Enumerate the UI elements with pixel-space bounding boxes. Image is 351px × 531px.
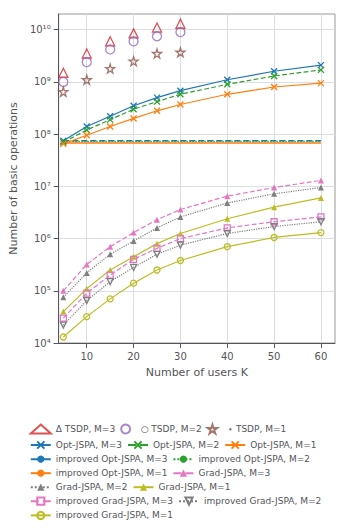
svg-text:Grad-JSPA, M=1: Grad-JSPA, M=1 (159, 482, 231, 492)
svg-text:10⁵: 10⁵ (34, 285, 51, 296)
svg-text:40: 40 (221, 351, 234, 362)
svg-text:improved Grad-JSPA, M=2: improved Grad-JSPA, M=2 (204, 496, 321, 506)
svg-text:Number of basic operations: Number of basic operations (7, 102, 20, 255)
svg-text:improved Opt-JSPA, M=3: improved Opt-JSPA, M=3 (56, 454, 168, 464)
svg-text:Opt-JSPA, M=2: Opt-JSPA, M=2 (153, 440, 219, 450)
svg-text:Grad-JSPA, M=2: Grad-JSPA, M=2 (56, 482, 128, 492)
svg-text:improved Opt-JSPA, M=1: improved Opt-JSPA, M=1 (56, 468, 168, 478)
svg-text:improved Grad-JSPA, M=1: improved Grad-JSPA, M=1 (56, 510, 173, 520)
svg-text:Opt-JSPA, M=1: Opt-JSPA, M=1 (250, 440, 316, 450)
svg-text:10⁶: 10⁶ (34, 233, 51, 244)
svg-text:60: 60 (315, 351, 328, 362)
svg-text:10⁹: 10⁹ (34, 76, 51, 87)
svg-text:10: 10 (80, 351, 93, 362)
svg-text:10⁴: 10⁴ (34, 338, 51, 349)
svg-text:10⁷: 10⁷ (34, 181, 51, 192)
svg-text:20: 20 (127, 351, 140, 362)
svg-text:Δ TSDP, M=3: Δ TSDP, M=3 (56, 424, 115, 434)
svg-text:Opt-JSPA, M=3: Opt-JSPA, M=3 (56, 440, 122, 450)
svg-text:50: 50 (268, 351, 281, 362)
svg-text:10¹⁰: 10¹⁰ (30, 24, 51, 35)
svg-text:⋆ TSDP, M=1: ⋆ TSDP, M=1 (227, 424, 286, 434)
svg-text:Number of users K: Number of users K (146, 366, 249, 379)
svg-text:Grad-JSPA, M=3: Grad-JSPA, M=3 (198, 468, 270, 478)
svg-text:○ TSDP, M=2: ○ TSDP, M=2 (141, 424, 202, 434)
svg-text:improved Opt-JSPA, M=2: improved Opt-JSPA, M=2 (198, 454, 310, 464)
svg-text:improved Grad-JSPA, M=3: improved Grad-JSPA, M=3 (56, 496, 173, 506)
svg-text:30: 30 (174, 351, 187, 362)
svg-text:10⁸: 10⁸ (34, 129, 51, 140)
